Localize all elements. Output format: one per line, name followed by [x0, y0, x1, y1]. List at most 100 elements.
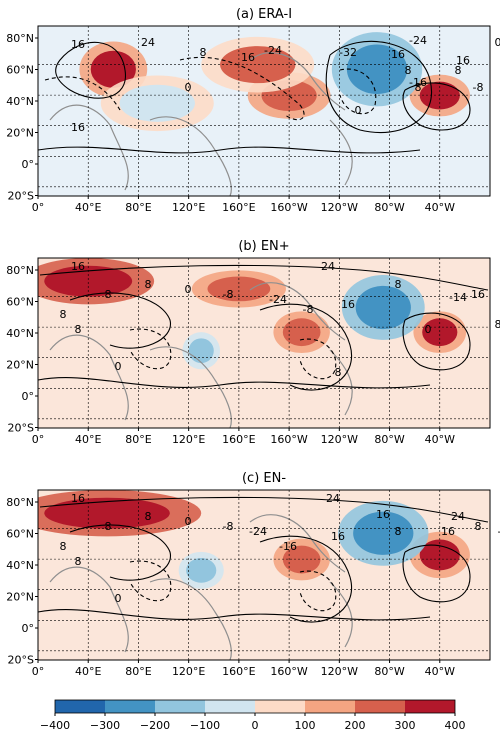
- contour-label: 0: [115, 592, 122, 605]
- lon-tick-label: 0°: [32, 201, 45, 214]
- shading-blob: [207, 276, 271, 302]
- contour-label: 16: [71, 492, 85, 505]
- contour-label: 8: [395, 525, 402, 538]
- lon-tick-label: 120°W: [321, 201, 358, 214]
- lat-tick-label: 60°N: [6, 64, 34, 77]
- contour-label: 8: [75, 323, 82, 336]
- lat-tick-label: 0°: [22, 390, 35, 403]
- panel-c-contours: [38, 496, 489, 623]
- contour-label: -24: [264, 44, 282, 57]
- lon-tick-label: 40°E: [75, 433, 101, 446]
- contour-label: 24: [326, 492, 340, 505]
- panel-a-contours: [38, 40, 471, 154]
- panel-a-shading: [79, 32, 470, 132]
- lat-tick-label: 60°N: [6, 296, 34, 309]
- colorbar-tick-label: 400: [445, 719, 466, 732]
- contour-label: 16: [376, 508, 390, 521]
- lon-tick-label: 0°: [32, 665, 45, 678]
- contour-label: 8: [60, 540, 67, 553]
- colorbar-segment: [55, 700, 105, 713]
- shading-blob: [90, 50, 136, 88]
- panel-a: (a) ERA-I 80°N60°N40°N20°N0°20°S0: [6, 7, 500, 214]
- panel-c-grid: [38, 490, 490, 660]
- panel-c-coastlines: [49, 514, 353, 660]
- contour-label: 8: [105, 288, 112, 301]
- contour-label: 16: [71, 260, 85, 273]
- colorbar-tick-label: −300: [90, 719, 120, 732]
- lat-tick-label: 40°N: [6, 327, 34, 340]
- contour-label: 0: [185, 515, 192, 528]
- lon-tick-label: 160°W: [270, 201, 307, 214]
- contour-label: -8: [223, 520, 234, 533]
- contour-label: 8: [145, 278, 152, 291]
- lon-tick-label: 120°W: [321, 433, 358, 446]
- lon-tick-label: 160°E: [222, 665, 255, 678]
- contour-label: 8: [415, 81, 422, 94]
- colorbar: −400 −300 −200 −100 0 100 200 300 400: [40, 699, 466, 732]
- shading-blob: [422, 318, 458, 347]
- lat-tick-label: 20°S: [8, 654, 34, 667]
- lon-tick-label: 40°W: [425, 433, 455, 446]
- contour-label: 16: [341, 298, 355, 311]
- colorbar-tick-label: −200: [140, 719, 170, 732]
- lon-tick-label: 160°W: [270, 665, 307, 678]
- lat-tick-label: 80°N: [6, 32, 34, 45]
- contour-label: 16: [456, 54, 470, 67]
- colorbar-tick-label: −400: [40, 719, 70, 732]
- panel-a-map: [38, 26, 490, 196]
- lat-tick-label: 0°: [22, 622, 35, 635]
- shading-blob: [282, 545, 321, 574]
- lon-tick-label: 120°E: [172, 433, 205, 446]
- lat-tick-label: 40°N: [6, 559, 34, 572]
- contour-label: 8: [405, 64, 412, 77]
- lat-tick-label: 40°N: [6, 95, 34, 108]
- panel-b-axis-ticks: 80°N60°N40°N20°N0°20°S0° 40°E 80°E 120°E 160…: [6, 264, 455, 446]
- panel-b-title: (b) EN+: [238, 239, 289, 254]
- contour-label: 0: [495, 36, 500, 49]
- panel-b-coastlines: [49, 282, 353, 428]
- lat-tick-label: 20°S: [8, 190, 34, 203]
- lon-tick-label: 80°E: [125, 201, 151, 214]
- panel-c: (c) EN- 80°N60°N40°N20°N0°20°S0° 4: [6, 471, 500, 678]
- contour-label: -8: [473, 81, 484, 94]
- lat-tick-label: 80°N: [6, 496, 34, 509]
- contour-label: 24: [451, 510, 465, 523]
- lon-tick-label: 80°W: [374, 665, 404, 678]
- contour-label: -32: [339, 46, 357, 59]
- colorbar-segment: [255, 700, 305, 713]
- contour-label: 8: [335, 366, 342, 379]
- colorbar-segment: [155, 700, 205, 713]
- shading-blob: [282, 318, 321, 347]
- lat-tick-label: 0°: [22, 158, 35, 171]
- colorbar-tick-label: −100: [190, 719, 220, 732]
- lon-tick-label: 40°E: [75, 201, 101, 214]
- contour-label: 0: [355, 104, 362, 117]
- colorbar-segment: [405, 700, 455, 713]
- contour-label: 0: [185, 283, 192, 296]
- colorbar-segment: [105, 700, 155, 713]
- colorbar-tick-label: 100: [295, 719, 316, 732]
- contour-label: 8: [395, 278, 402, 291]
- contour-label: 8: [75, 555, 82, 568]
- lon-tick-label: 80°W: [374, 201, 404, 214]
- panel-c-frame: [37, 489, 491, 661]
- panel-c-axis-ticks: 80°N60°N40°N20°N0°20°S0° 40°E 80°E 120°E 160…: [6, 496, 455, 678]
- contour-label: 8: [475, 520, 482, 533]
- contour-label: -14: [449, 291, 467, 304]
- contour-label: 8: [60, 308, 67, 321]
- contour-label: 24: [321, 260, 335, 273]
- contour-label: 8: [455, 64, 462, 77]
- contour-label: -8: [223, 288, 234, 301]
- colorbar-tick-label: 300: [395, 719, 416, 732]
- contour-label: 24: [141, 36, 155, 49]
- contour-label: -16: [409, 76, 427, 89]
- lon-tick-label: 160°E: [222, 201, 255, 214]
- contour-label: 0: [115, 360, 122, 373]
- shading-blob: [44, 497, 170, 529]
- panel-a-title: (a) ERA-I: [236, 7, 292, 22]
- lat-tick-label: 20°S: [8, 422, 34, 435]
- panel-b-map: [38, 258, 490, 428]
- colorbar-segment: [305, 700, 355, 713]
